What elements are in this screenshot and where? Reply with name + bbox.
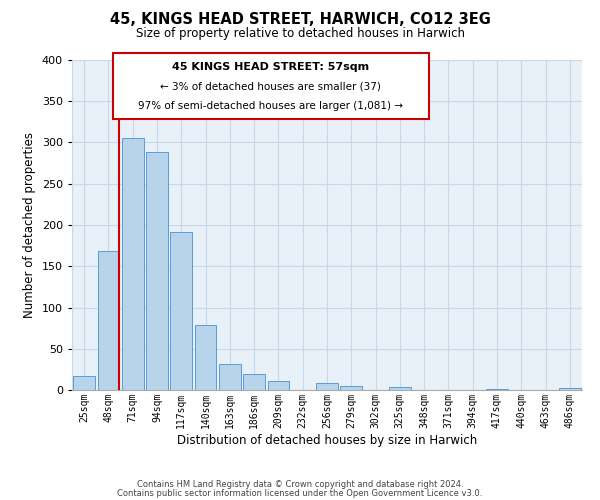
Text: 45, KINGS HEAD STREET, HARWICH, CO12 3EG: 45, KINGS HEAD STREET, HARWICH, CO12 3EG (110, 12, 490, 28)
Text: 97% of semi-detached houses are larger (1,081) →: 97% of semi-detached houses are larger (… (139, 101, 403, 112)
Bar (486, 389, 508, 390)
Text: ← 3% of detached houses are smaller (37): ← 3% of detached houses are smaller (37) (160, 82, 382, 92)
Bar (73, 376, 95, 390)
Bar (389, 386, 411, 390)
Y-axis label: Number of detached properties: Number of detached properties (23, 132, 36, 318)
Text: Contains HM Land Registry data © Crown copyright and database right 2024.: Contains HM Land Registry data © Crown c… (137, 480, 463, 489)
Bar (97, 252, 119, 390)
Bar (268, 381, 289, 390)
Bar (194, 325, 217, 390)
Bar (170, 232, 192, 390)
Text: 45 KINGS HEAD STREET: 57sqm: 45 KINGS HEAD STREET: 57sqm (172, 62, 370, 72)
Bar (559, 388, 581, 390)
FancyBboxPatch shape (113, 54, 429, 120)
Text: Contains public sector information licensed under the Open Government Licence v3: Contains public sector information licen… (118, 488, 482, 498)
Bar (122, 138, 143, 390)
Bar (316, 382, 338, 390)
X-axis label: Distribution of detached houses by size in Harwich: Distribution of detached houses by size … (177, 434, 477, 446)
Bar (219, 364, 241, 390)
Bar (243, 374, 265, 390)
Bar (340, 386, 362, 390)
Text: Size of property relative to detached houses in Harwich: Size of property relative to detached ho… (136, 28, 464, 40)
Bar (146, 152, 168, 390)
